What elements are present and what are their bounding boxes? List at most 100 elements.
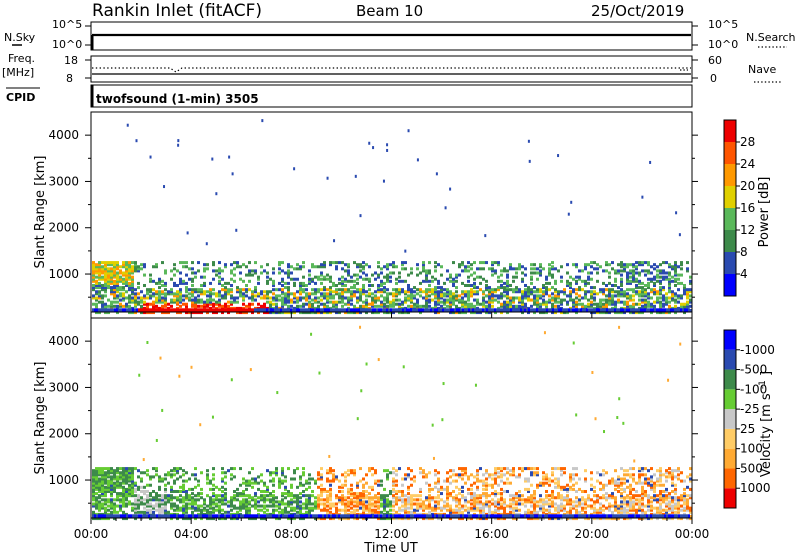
ground-cell <box>634 308 636 313</box>
scatter-cell <box>518 290 521 294</box>
scatter-cell <box>164 271 167 275</box>
scatter-cell <box>155 469 158 473</box>
scatter-cell <box>374 311 377 315</box>
scatter-cell <box>608 300 611 304</box>
scatter-cell <box>620 504 623 508</box>
scatter-cell <box>464 269 467 273</box>
scatter-cell <box>446 288 449 292</box>
scatter-cell <box>470 517 473 521</box>
scatter-cell <box>179 475 182 479</box>
scatter-cell <box>323 265 326 269</box>
scatter-cell <box>206 311 209 315</box>
scatter-cell <box>461 489 464 493</box>
scatter-cell <box>467 487 470 491</box>
scatter-cell <box>131 277 134 281</box>
scatter-cell <box>482 481 485 485</box>
scatter-cell <box>476 494 479 498</box>
scatter-cell <box>659 263 662 267</box>
scatter-cell <box>314 481 317 485</box>
scatter-cell <box>671 265 674 269</box>
scatter-cell <box>260 290 263 294</box>
scatter-cell <box>572 473 575 477</box>
scatter-cell <box>218 261 221 265</box>
scatter-cell <box>689 279 692 283</box>
scatter-cell <box>674 300 677 304</box>
scatter-cell <box>566 496 569 500</box>
scatter-cell <box>656 290 659 294</box>
scatter-cell <box>119 286 122 290</box>
scatter-cell <box>440 296 443 300</box>
scatter-cell <box>155 304 158 308</box>
scatter-cell <box>344 269 347 273</box>
scatter-cell <box>365 473 368 477</box>
scatter-cell <box>539 302 542 306</box>
scatter-cell <box>104 477 107 481</box>
scatter-cell <box>158 294 161 298</box>
scatter-cell <box>659 302 662 306</box>
scatter-cell <box>206 263 209 267</box>
scatter-cell <box>554 300 557 304</box>
scatter-cell <box>314 288 317 292</box>
ground-cell <box>500 308 502 313</box>
scatter-cell <box>131 298 134 302</box>
scatter-cell <box>311 263 314 267</box>
scatter-cell <box>212 494 215 498</box>
scatter-cell <box>500 473 503 477</box>
scatter-cell <box>107 261 110 265</box>
scatter-cell <box>242 477 245 481</box>
ground-cell <box>368 308 370 313</box>
scatter-cell <box>545 304 548 308</box>
scatter-cell <box>452 281 455 285</box>
scatter-cell <box>131 483 134 487</box>
scatter-cell <box>176 467 179 471</box>
scatter-cell <box>503 489 506 493</box>
scatter-cell <box>386 279 389 283</box>
ground-cell <box>528 308 530 313</box>
scatter-cell <box>527 296 530 300</box>
scatter-cell <box>353 473 356 477</box>
scatter-cell <box>341 517 344 521</box>
ground-cell <box>588 308 590 313</box>
scatter-cell <box>473 475 476 479</box>
scatter-cell <box>422 504 425 508</box>
scatter-cell <box>599 481 602 485</box>
scatter-cell <box>629 492 632 496</box>
scatter-cell <box>191 277 194 281</box>
scatter-cell <box>422 279 425 283</box>
scatter-cell <box>125 263 128 267</box>
scatter-cell <box>113 489 116 493</box>
scatter-cell <box>422 506 425 510</box>
scatter-cell <box>149 273 152 277</box>
scatter-cell <box>245 273 248 277</box>
scatter-cell <box>473 481 476 485</box>
scatter-cell <box>473 311 476 315</box>
scatter-cell <box>323 261 326 265</box>
scatter-cell <box>536 304 539 308</box>
scatter-cell <box>134 487 137 491</box>
scatter-cell <box>359 304 362 308</box>
scatter-cell <box>464 311 467 315</box>
scatter-cell <box>509 265 512 269</box>
scatter-cell <box>230 500 233 504</box>
scatter-cell <box>95 496 98 500</box>
scatter-cell <box>620 494 623 498</box>
scatter-cell <box>155 265 158 269</box>
scatter-cell <box>500 292 503 296</box>
scatter-cell <box>176 517 179 521</box>
scatter-cell <box>392 494 395 498</box>
scatter-cell <box>449 275 452 279</box>
scatter-cell <box>122 502 125 506</box>
scatter-cell <box>293 294 296 298</box>
scatter-cell <box>305 504 308 508</box>
scatter-cell <box>530 500 533 504</box>
scatter-cell <box>338 479 341 483</box>
scatter-cell <box>362 517 365 521</box>
scatter-cell <box>263 290 266 294</box>
scatter-cell <box>572 477 575 481</box>
scatter-cell <box>614 506 617 510</box>
scatter-cell <box>221 288 224 292</box>
scatter-cell <box>92 277 95 281</box>
scatter-cell <box>299 492 302 496</box>
scatter-cell <box>548 269 551 273</box>
scatter-cell <box>626 271 629 275</box>
